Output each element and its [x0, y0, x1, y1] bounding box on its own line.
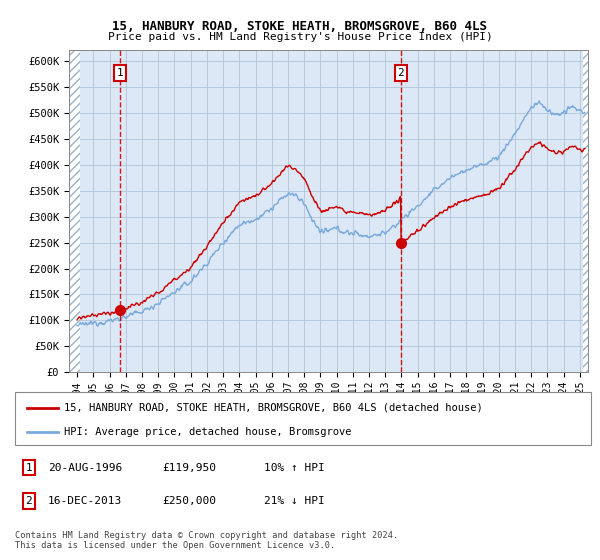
Text: 15, HANBURY ROAD, STOKE HEATH, BROMSGROVE, B60 4LS: 15, HANBURY ROAD, STOKE HEATH, BROMSGROV…	[113, 20, 487, 32]
Text: 21% ↓ HPI: 21% ↓ HPI	[264, 496, 325, 506]
Text: Price paid vs. HM Land Registry's House Price Index (HPI): Price paid vs. HM Land Registry's House …	[107, 32, 493, 43]
Text: 10% ↑ HPI: 10% ↑ HPI	[264, 463, 325, 473]
FancyBboxPatch shape	[15, 392, 591, 445]
Text: 20-AUG-1996: 20-AUG-1996	[48, 463, 122, 473]
Text: £119,950: £119,950	[162, 463, 216, 473]
Text: 16-DEC-2013: 16-DEC-2013	[48, 496, 122, 506]
Text: 2: 2	[25, 496, 32, 506]
Text: 15, HANBURY ROAD, STOKE HEATH, BROMSGROVE, B60 4LS (detached house): 15, HANBURY ROAD, STOKE HEATH, BROMSGROV…	[64, 403, 483, 413]
Text: HPI: Average price, detached house, Bromsgrove: HPI: Average price, detached house, Brom…	[64, 427, 352, 437]
Text: £250,000: £250,000	[162, 496, 216, 506]
Text: 1: 1	[25, 463, 32, 473]
Text: Contains HM Land Registry data © Crown copyright and database right 2024.
This d: Contains HM Land Registry data © Crown c…	[15, 531, 398, 550]
Text: 2: 2	[397, 68, 404, 78]
Text: 1: 1	[116, 68, 123, 78]
